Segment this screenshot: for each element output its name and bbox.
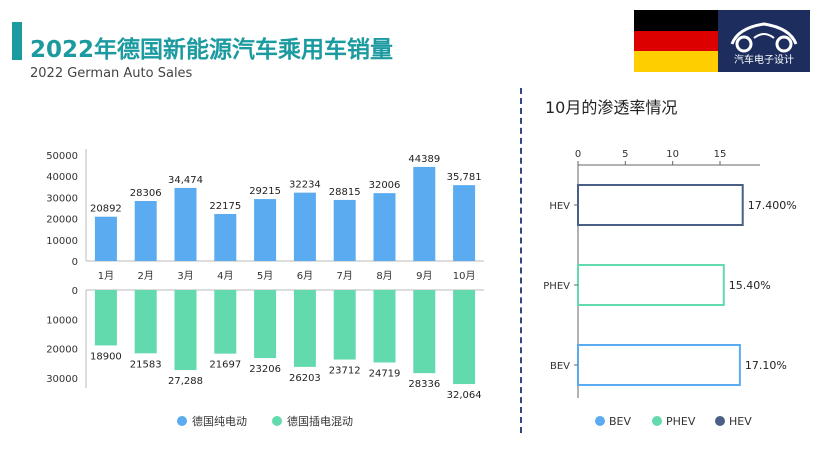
phev-bar (94, 290, 117, 346)
phev-value-label: 18900 (90, 351, 122, 362)
phev-value-label: 24719 (369, 369, 401, 380)
bev-value-label: 28815 (329, 187, 361, 198)
legend-bev-label: 德国纯电动 (192, 414, 247, 428)
logo-text: 汽车电子设计 (734, 55, 794, 66)
penetration-value-label: 15.40% (729, 279, 771, 292)
month-tick-label: 10月 (453, 270, 476, 282)
penetration-x-tick-label: 10 (666, 149, 679, 160)
legend-bev-marker (177, 416, 187, 426)
month-tick-label: 5月 (257, 270, 273, 282)
page-subtitle: 2022 German Auto Sales (30, 66, 193, 81)
lower-y-tick-label: 0 (72, 286, 78, 297)
upper-y-tick-label: 0 (72, 257, 78, 268)
bev-bar (413, 166, 436, 261)
phev-value-label: 21697 (209, 360, 241, 371)
phev-value-label: 21583 (130, 359, 162, 370)
bev-bar (174, 187, 197, 261)
bev-value-label: 29215 (249, 186, 281, 197)
phev-bar (333, 290, 356, 360)
penetration-category-label: PHEV (543, 281, 570, 292)
bev-value-label: 34,474 (168, 175, 203, 186)
penetration-title: 10月的渗透率情况 (545, 98, 678, 117)
phev-bar (413, 290, 436, 374)
page-title: 2022年德国新能源汽车乘用车销量 (30, 37, 394, 63)
brand-logo: 汽车电子设计 (718, 10, 810, 72)
penetration-legend-label: BEV (609, 415, 631, 428)
penetration-value-label: 17.400% (748, 199, 797, 212)
title-accent-bar (12, 22, 22, 60)
upper-y-tick-label: 40000 (46, 172, 78, 183)
bev-bar (293, 192, 316, 261)
penetration-category-label: HEV (549, 201, 570, 212)
lower-y-tick-label: 10000 (46, 315, 78, 326)
month-tick-label: 8月 (376, 270, 392, 282)
phev-value-label: 23712 (329, 366, 361, 377)
bev-bar (453, 185, 476, 261)
phev-value-label: 28336 (408, 379, 440, 390)
month-tick-label: 3月 (177, 270, 193, 282)
penetration-legend-label: PHEV (666, 415, 696, 428)
phev-bar (134, 290, 157, 354)
bev-value-label: 35,781 (447, 172, 482, 183)
lower-y-tick-label: 20000 (46, 345, 78, 356)
penetration-legend-label: HEV (729, 415, 752, 428)
month-tick-label: 9月 (416, 270, 432, 282)
bev-bar (134, 200, 157, 261)
bev-bar (373, 193, 396, 261)
upper-y-tick-label: 10000 (46, 236, 78, 247)
phev-bar (453, 290, 476, 385)
bev-bar (94, 216, 117, 261)
bev-bar (214, 213, 237, 261)
month-tick-label: 6月 (297, 270, 313, 282)
phev-bar (373, 290, 396, 363)
penetration-bar (577, 344, 741, 386)
legend-phev-marker (272, 416, 282, 426)
penetration-x-tick-label: 15 (714, 149, 727, 160)
panel-divider (520, 88, 522, 433)
phev-value-label: 23206 (249, 364, 281, 375)
upper-y-tick-label: 50000 (46, 151, 78, 162)
german-flag-icon (634, 10, 718, 72)
phev-bar (254, 290, 277, 359)
month-tick-label: 7月 (337, 270, 353, 282)
month-tick-label: 4月 (217, 270, 233, 282)
phev-value-label: 32,064 (447, 390, 482, 401)
penetration-bar (577, 264, 725, 306)
month-tick-label: 1月 (98, 270, 114, 282)
upper-y-tick-label: 30000 (46, 193, 78, 204)
bev-bar (333, 199, 356, 261)
penetration-legend-marker (715, 416, 725, 426)
lower-y-tick-label: 30000 (46, 374, 78, 385)
bev-value-label: 22175 (209, 201, 241, 212)
upper-y-tick-label: 20000 (46, 215, 78, 226)
bev-value-label: 32234 (289, 180, 321, 191)
bev-value-label: 44389 (408, 154, 440, 165)
phev-value-label: 27,288 (168, 376, 203, 387)
penetration-legend-marker (595, 416, 605, 426)
phev-bar (214, 290, 237, 354)
phev-bar (293, 290, 316, 367)
phev-value-label: 26203 (289, 373, 321, 384)
month-tick-label: 2月 (138, 270, 154, 282)
penetration-category-label: BEV (550, 361, 570, 372)
penetration-legend-marker (652, 416, 662, 426)
penetration-x-tick-label: 5 (622, 149, 628, 160)
legend-phev-label: 德国插电混动 (287, 414, 353, 428)
penetration-value-label: 17.10% (745, 359, 787, 372)
phev-bar (174, 290, 197, 371)
bev-value-label: 32006 (369, 180, 401, 191)
penetration-bar (577, 184, 744, 226)
bev-bar (254, 199, 277, 261)
bev-value-label: 20892 (90, 204, 122, 215)
bev-value-label: 28306 (130, 188, 162, 199)
penetration-x-tick-label: 0 (575, 149, 581, 160)
car-logo-icon (730, 22, 798, 53)
